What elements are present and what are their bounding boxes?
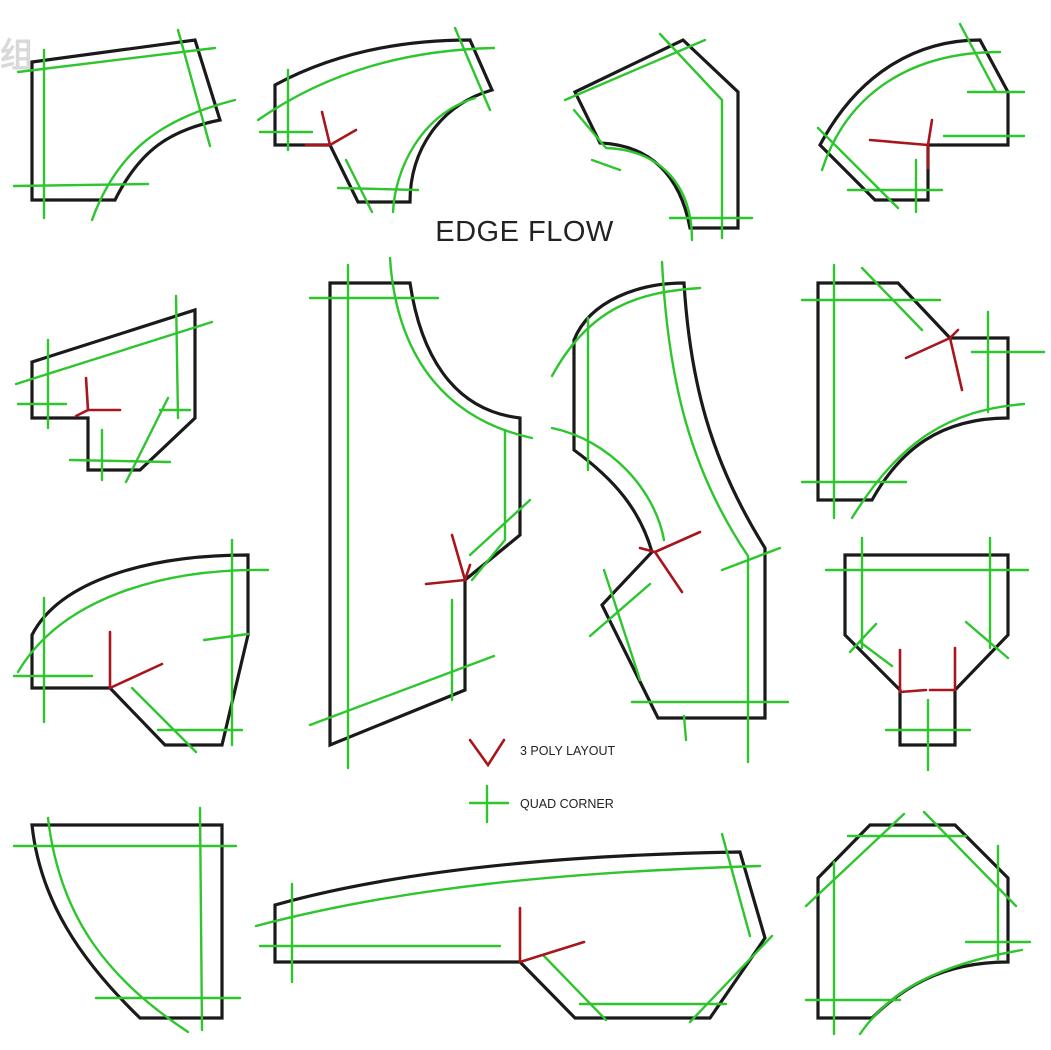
shape-octagon-corner [804, 810, 1032, 1036]
shape-arch-t-1 [256, 26, 496, 214]
shape-funnel [824, 536, 1030, 772]
shape-long-taper [254, 832, 774, 1024]
shape-wedge-l-1 [14, 294, 214, 484]
shape-beveled-quarter-1 [563, 32, 754, 242]
shape-t-junction-right [800, 263, 1046, 520]
legend-label-three-poly: 3 POLY LAYOUT [520, 744, 616, 758]
shape-bevel-corner-1 [12, 28, 237, 222]
three-pole-symbol [468, 738, 506, 768]
shape-arch-left-wedge [12, 538, 270, 754]
diagram-title: EDGE FLOW [435, 216, 614, 248]
watermark-text: 组 [0, 36, 36, 76]
shape-tall-curve [550, 260, 790, 764]
quad-corner-symbol [468, 784, 510, 824]
shape-quarter-fan [12, 806, 242, 1034]
legend-label-quad-corner: QUAD CORNER [520, 797, 614, 811]
shape-arch-elbow-1 [816, 22, 1026, 214]
shape-tall-column [308, 256, 534, 770]
